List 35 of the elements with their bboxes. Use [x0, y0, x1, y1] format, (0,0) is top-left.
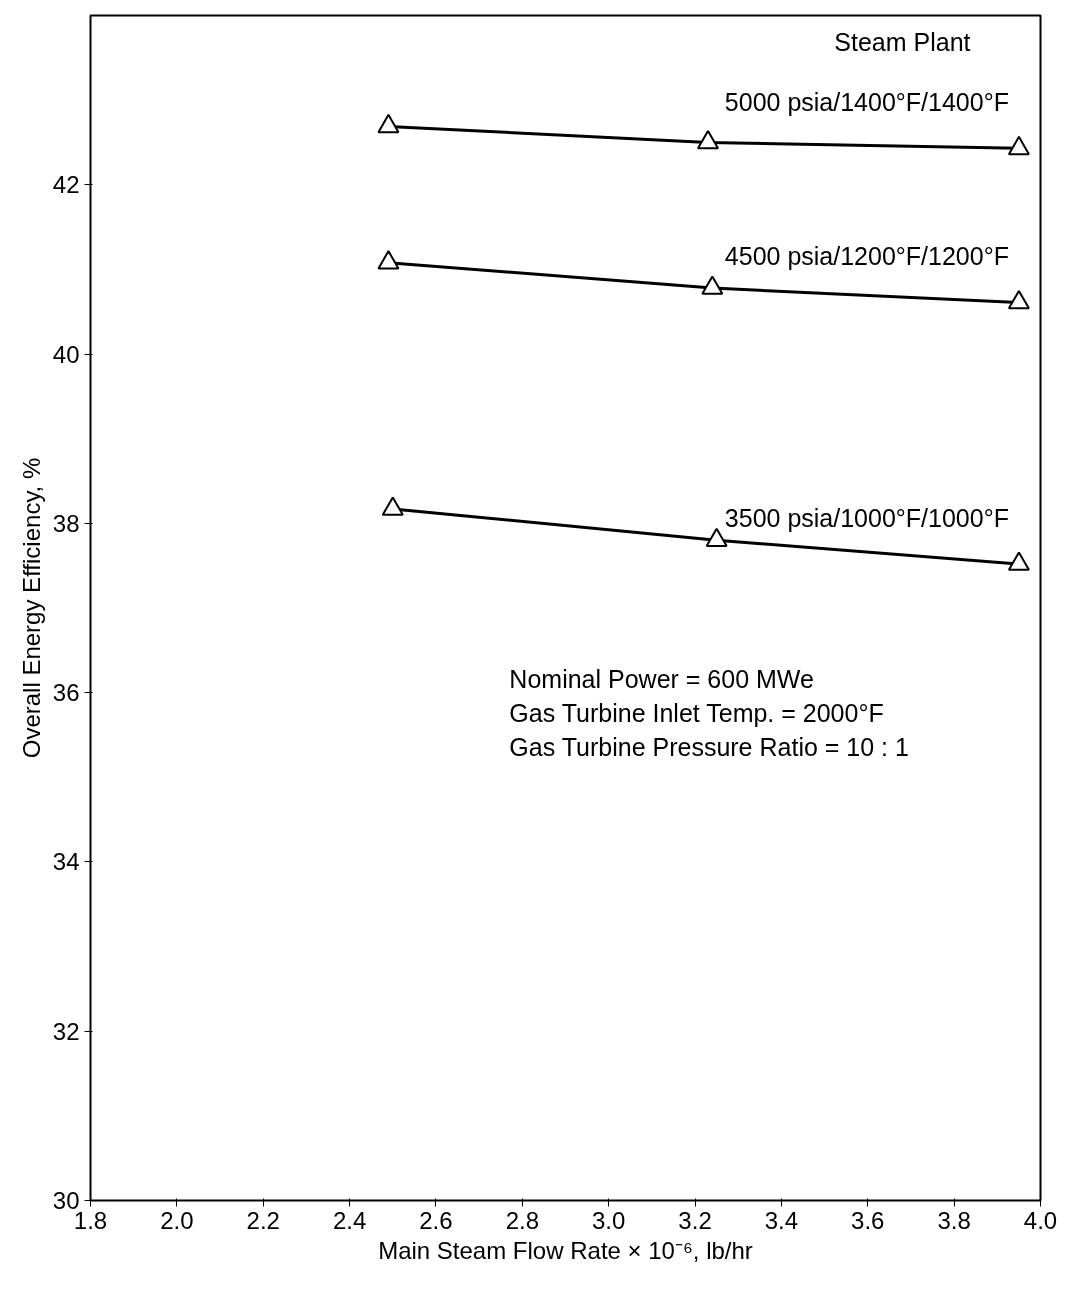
series-label: 4500 psia/1200°F/1200°F: [724, 242, 1009, 271]
x-tick-label: 3.0: [592, 1206, 626, 1234]
annotation: Gas Turbine Inlet Temp. = 2000°F: [509, 698, 884, 727]
annotation: Nominal Power = 600 MWe: [509, 664, 814, 693]
y-tick-label: 34: [52, 848, 80, 876]
series-label: 3500 psia/1000°F/1000°F: [724, 503, 1009, 532]
x-tick-label: 3.6: [851, 1206, 885, 1234]
annotation: Gas Turbine Pressure Ratio = 10 : 1: [509, 732, 909, 761]
x-tick-label: 2.2: [246, 1206, 280, 1234]
x-axis-title: Main Steam Flow Rate × 10⁻⁶, lb/hr: [378, 1236, 753, 1264]
x-tick-label: 3.8: [937, 1206, 971, 1234]
x-tick-label: 2.8: [505, 1206, 540, 1234]
x-tick-label: 2.6: [419, 1206, 453, 1234]
x-tick-label: 3.2: [678, 1206, 712, 1234]
point: [697, 129, 719, 150]
annotation: Steam Plant: [834, 27, 971, 56]
point: [1007, 135, 1030, 156]
x-tick-label: 2.0: [160, 1206, 194, 1234]
x-tick-label: 3.4: [764, 1206, 799, 1234]
y-tick-label: 42: [52, 171, 80, 199]
x-tick-label: 4.0: [1023, 1206, 1058, 1234]
y-tick-label: 36: [52, 679, 80, 707]
y-tick-label: 40: [52, 340, 80, 368]
y-tick-label: 32: [52, 1017, 80, 1045]
point: [1007, 289, 1030, 310]
point: [381, 496, 404, 516]
point: [377, 113, 400, 134]
y-axis-title: Overall Energy Efficiency, %: [17, 457, 45, 759]
series-label: 5000 psia/1400°F/1400°F: [724, 88, 1009, 117]
point: [1007, 551, 1030, 571]
point: [701, 275, 724, 295]
point: [705, 527, 728, 548]
y-tick-label: 38: [52, 509, 80, 537]
point: [377, 250, 400, 270]
x-tick-label: 2.4: [332, 1206, 367, 1234]
